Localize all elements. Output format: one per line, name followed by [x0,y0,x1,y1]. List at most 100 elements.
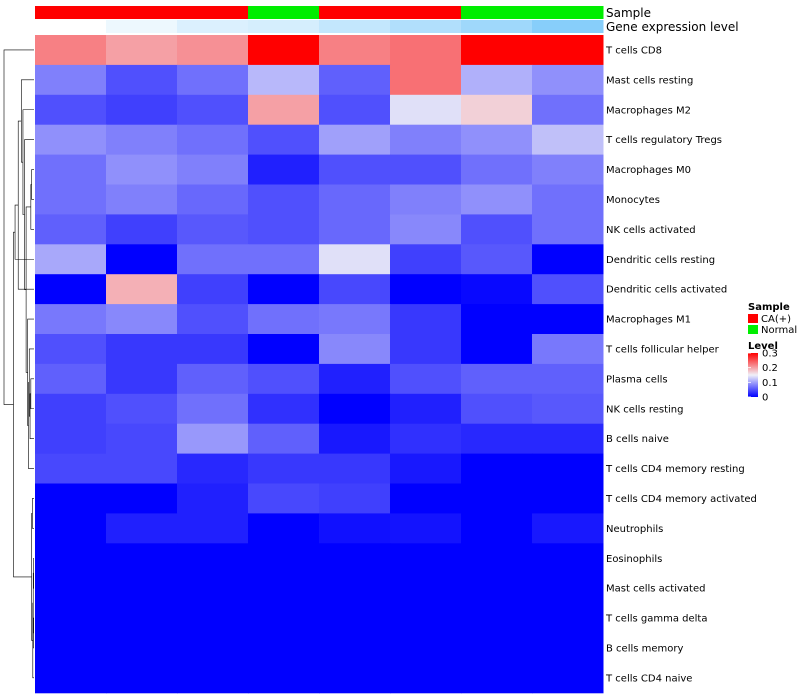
row-label: NK cells activated [606,225,696,236]
heatmap-cell [390,573,462,604]
heatmap-cell [532,633,604,664]
row-label: T cells CD8 [605,45,662,56]
heatmap-cell [248,393,320,425]
row-label: B cells memory [606,643,683,654]
heatmap-cell [248,453,320,484]
heatmap-cell [532,94,604,126]
dendrogram-branch [30,378,34,410]
heatmap-cell [177,334,249,365]
sample-annotation-cell [319,6,391,19]
row-label: T cells gamma delta [605,614,707,625]
sample-annotation-cell [106,6,178,19]
row-label: NK cells resting [606,404,683,415]
dendrogram-branch [31,513,33,641]
heatmap-cell [248,513,320,544]
row-label: Eosinophils [606,554,662,565]
heatmap-cell [532,64,604,96]
heatmap-cell [532,304,604,335]
heatmap-cell [106,124,178,156]
heatmap-cell [106,334,178,365]
heatmap-cell [177,214,249,245]
heatmap-cell [461,363,533,395]
heatmap-cell [461,154,533,185]
heatmap-cell [532,423,604,455]
heatmap-cell [461,633,533,664]
heatmap-cell [319,35,391,66]
heatmap-cell [532,543,604,574]
row-label: Monocytes [606,195,660,206]
heatmap-cell [319,334,391,365]
heatmap-cell [248,662,320,694]
heatmap-cell [106,35,178,66]
heatmap-cell [248,633,320,664]
heatmap-cell [319,184,391,215]
heatmap-cell [390,334,462,365]
heatmap-cell [177,543,249,574]
sample-annotation-cell [461,6,533,19]
heatmap-cell [35,633,107,664]
heatmap-cell [248,244,320,275]
heatmap-cell [35,184,107,215]
heatmap-cell [35,304,107,335]
heatmap-cell [390,244,462,275]
row-label: Mast cells activated [606,584,705,595]
heatmap-cell [390,64,462,96]
heatmap-cell [390,214,462,245]
heatmap-cell [461,423,533,455]
legend-level-title: Level [748,341,778,352]
dendrogram-branch [25,206,31,373]
heatmap-cell [177,393,249,425]
heatmap-cell [390,513,462,544]
heatmap-cell [461,662,533,694]
heatmap-cell [319,124,391,156]
heatmap-cell [35,274,107,305]
heatmap-cell [390,363,462,395]
heatmap-cell [319,94,391,126]
legend-label-ca: CA(+) [761,314,791,325]
heatmap-cell [177,154,249,185]
dendrogram-branch [32,498,34,529]
heatmap-cell [390,633,462,664]
heatmap-cell [461,483,533,514]
heatmap-cell [177,633,249,664]
heatmap-cell [248,603,320,634]
row-label: Macrophages M1 [606,315,691,326]
heatmap-cell [248,334,320,365]
heatmap-cell [35,603,107,634]
heatmap-cell [319,304,391,335]
heatmap-cell [319,483,391,514]
heatmap-cell [177,573,249,604]
heatmap-cell [532,334,604,365]
heatmap-cell [532,154,604,185]
heatmap-cell [248,35,320,66]
heatmap-cell [35,154,107,185]
heatmap-cell [390,184,462,215]
heatmap-cell [532,662,604,694]
heatmap-cell [35,573,107,604]
heatmap-cell [248,64,320,96]
heatmap-cell [106,184,178,215]
sample-annotation-label: Sample [606,6,651,20]
heatmap-cell [106,94,178,126]
heatmap-cell [35,94,107,126]
heatmap-cell [35,662,107,694]
heatmap-cell [106,393,178,425]
heatmap-cell [461,214,533,245]
sample-annotation-cell [532,6,604,19]
heatmap-cell [319,154,391,185]
heatmap-cell [319,274,391,305]
heatmap-cell [35,393,107,425]
gene-annotation-cell [106,20,178,33]
heatmap-cell [177,363,249,395]
heatmap-cell [532,603,604,634]
heatmap-cell [532,453,604,484]
heatmap-cell [461,393,533,425]
heatmap-cell [248,214,320,245]
heatmap-cell [177,184,249,215]
heatmap-cells [35,35,604,694]
legend-level-ticks: 0.3 0.2 0.1 0 [748,349,778,404]
dendrogram-branch [3,49,34,405]
heatmap-cell [106,304,178,335]
gene-annotation-cell [35,20,107,33]
gene-annotation-cell [248,20,320,33]
